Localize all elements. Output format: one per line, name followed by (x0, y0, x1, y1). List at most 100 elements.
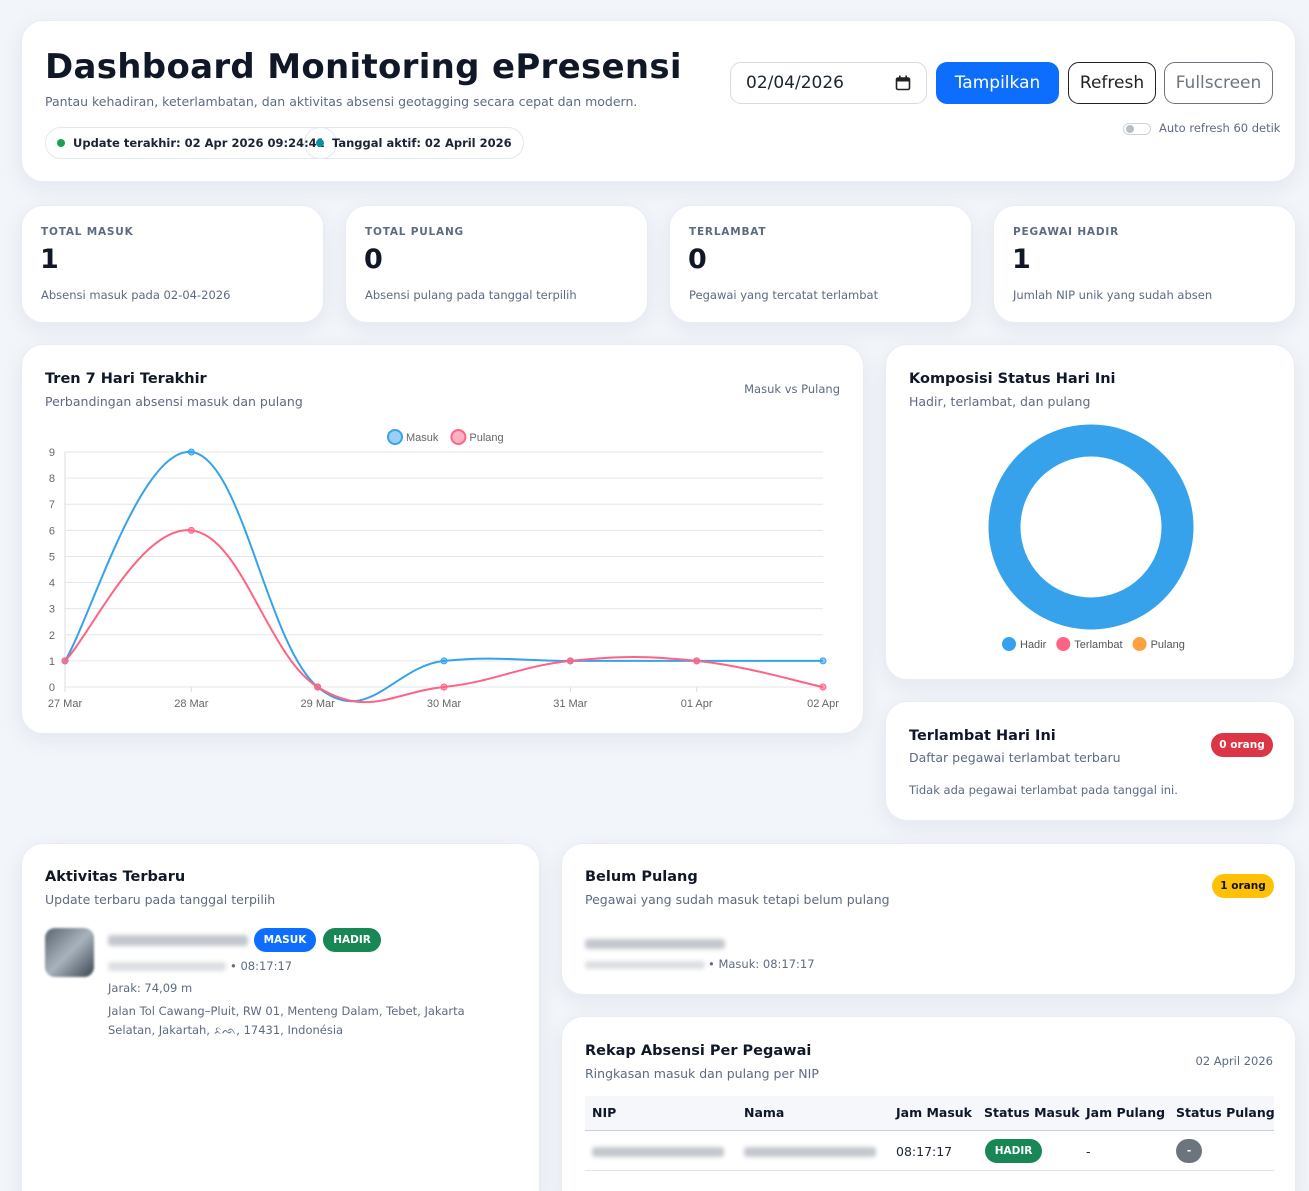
redacted-name (585, 939, 725, 949)
y-tick-label: 0 (49, 682, 55, 694)
recap-subtitle: Ringkasan masuk dan pulang per NIP (585, 1066, 819, 1081)
stat-note: Jumlah NIP unik yang sudah absen (1013, 288, 1213, 302)
y-tick-label: 2 (49, 630, 55, 642)
redacted-name (108, 935, 248, 946)
header-card: Dashboard Monitoring ePresensi Pantau ke… (21, 20, 1296, 182)
column-header: Jam Masuk (896, 1105, 972, 1120)
cell-jam-masuk: 08:17:17 (896, 1144, 953, 1159)
legend-label: Pulang (1151, 639, 1185, 651)
activity-address: Jalan Tol Cawang–Pluit, RW 01, Menteng D… (108, 1004, 465, 1037)
redacted-nip (585, 961, 705, 969)
y-tick-label: 9 (49, 447, 55, 459)
y-tick-label: 5 (49, 551, 55, 563)
fullscreen-button[interactable]: Fullscreen (1164, 62, 1273, 104)
auto-refresh-toggle[interactable] (1123, 123, 1151, 135)
stat-label: TOTAL PULANG (365, 226, 464, 238)
legend-swatch (1132, 637, 1147, 651)
data-point (440, 683, 448, 691)
hadir-badge: HADIR (323, 928, 381, 952)
stat-card: TOTAL PULANG 0 Absensi pulang pada tanggal… (345, 205, 648, 323)
show-button[interactable]: Tampilkan (936, 62, 1059, 104)
date-input[interactable]: 02/04/2026 (730, 62, 927, 104)
column-header: Nama (744, 1105, 785, 1120)
trend-subtitle: Perbandingan absensi masuk dan pulang (45, 394, 303, 409)
activity-subtitle: Update terbaru pada tanggal terpilih (45, 892, 276, 907)
x-tick-label: 02 Apr (807, 698, 839, 710)
late-title: Terlambat Hari Ini (909, 728, 1056, 744)
column-header: Jam Pulang (1086, 1105, 1166, 1120)
avatar (45, 928, 94, 977)
data-point (819, 683, 827, 691)
data-point (819, 657, 827, 665)
cell-jam-pulang: - (1086, 1144, 1091, 1159)
legend-swatch (1056, 637, 1071, 651)
composition-title: Komposisi Status Hari Ini (909, 371, 1116, 387)
doughnut-slice (987, 423, 1195, 631)
status-pulang-badge: - (1176, 1139, 1202, 1163)
pending-card: Belum Pulang Pegawai yang sudah masuk te… (561, 843, 1296, 995)
y-tick-label: 1 (49, 656, 55, 668)
column-header: Status Masuk (984, 1105, 1080, 1120)
update-text: Update terakhir: 02 Apr 2026 09:24:41 (73, 136, 325, 150)
legend-swatch (450, 429, 467, 445)
column-header: Status Pulang (1176, 1105, 1275, 1120)
recap-card: Rekap Absensi Per Pegawai Ringkasan masu… (561, 1016, 1296, 1191)
late-empty: Tidak ada pegawai terlambat pada tanggal… (909, 783, 1178, 797)
late-card: Terlambat Hari Ini Daftar pegawai terlam… (885, 701, 1295, 821)
legend-label: Pulang (469, 432, 503, 444)
x-tick-label: 29 Mar (301, 698, 336, 710)
trend-annotation: Masuk vs Pulang (744, 382, 840, 396)
late-badge: 0 orang (1211, 733, 1273, 757)
stat-card: TERLAMBAT 0 Pegawai yang tercatat terlamba… (669, 205, 972, 323)
data-point (314, 683, 322, 691)
legend-label: Masuk (406, 432, 439, 444)
table-header (585, 1096, 1274, 1131)
stat-value: 1 (40, 244, 59, 275)
refresh-button[interactable]: Refresh (1068, 62, 1156, 104)
activity-card: Aktivitas Terbaru Update terbaru pada ta… (21, 843, 540, 1191)
redacted-nip (108, 962, 226, 971)
legend-swatch (1002, 637, 1016, 651)
trend-card: Tren 7 Hari Terakhir Perbandingan absens… (21, 344, 864, 734)
legend-label: Hadir (1020, 639, 1047, 651)
data-point (566, 657, 574, 665)
data-point (693, 657, 701, 665)
data-point (440, 657, 448, 665)
line-chart: 0 1 2 3 4 5 6 7 8 9 27 Mar 28 Mar 29 Mar 30 Mar 31 Mar… (48, 429, 839, 710)
late-subtitle: Daftar pegawai terlambat terbaru (909, 750, 1121, 765)
y-tick-label: 3 (49, 604, 55, 616)
pending-badge: 1 orang (1212, 874, 1274, 898)
active-date-pill: Tanggal aktif: 02 April 2026 (304, 127, 524, 159)
doughnut-chart: Hadir Terlambat Pulang (987, 423, 1195, 651)
activity-time: • 08:17:17 (230, 959, 293, 973)
pending-subtitle: Pegawai yang sudah masuk tetapi belum pu… (585, 892, 890, 907)
row-divider (585, 1170, 1274, 1171)
x-tick-label: 27 Mar (48, 698, 83, 710)
stat-label: TERLAMBAT (689, 226, 767, 238)
stat-card: TOTAL MASUK 1 Absensi masuk pada 02-04-202… (21, 205, 324, 323)
x-tick-label: 30 Mar (427, 698, 462, 710)
recap-title: Rekap Absensi Per Pegawai (585, 1043, 812, 1059)
x-tick-label: 28 Mar (174, 698, 209, 710)
stat-value: 0 (364, 244, 383, 275)
y-tick-label: 6 (49, 525, 55, 537)
masuk-badge: MASUK (254, 928, 316, 952)
data-point (187, 448, 195, 456)
stat-value: 0 (688, 244, 707, 275)
trend-title: Tren 7 Hari Terakhir (45, 371, 207, 387)
activity-title: Aktivitas Terbaru (45, 869, 186, 885)
stat-label: PEGAWAI HADIR (1013, 226, 1119, 238)
stat-note: Pegawai yang tercatat terlambat (689, 288, 879, 302)
series-line (64, 529, 824, 704)
stat-card: PEGAWAI HADIR 1 Jumlah NIP unik yang sudah… (993, 205, 1296, 323)
series-line (64, 450, 823, 703)
calendar-icon (895, 75, 911, 91)
composition-card: Komposisi Status Hari Ini Hadir, terlamb… (885, 344, 1295, 680)
y-tick-label: 8 (49, 473, 55, 485)
y-tick-label: 4 (49, 578, 55, 590)
data-point (187, 526, 195, 534)
page-subtitle: Pantau kehadiran, keterlambatan, dan akt… (45, 94, 638, 109)
y-tick-label: 7 (49, 499, 55, 511)
